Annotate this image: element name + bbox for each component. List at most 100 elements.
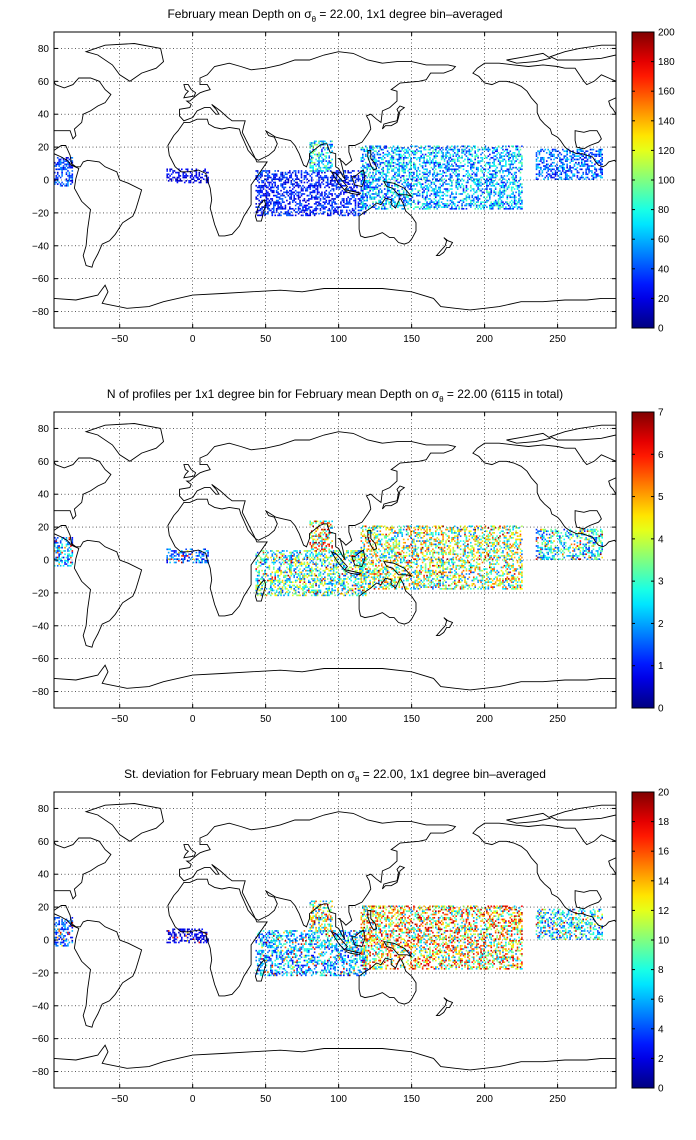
data-cell [54, 161, 56, 164]
data-cell [259, 171, 262, 174]
data-cell [386, 199, 389, 202]
plot-area [54, 412, 616, 708]
data-cell [379, 161, 382, 164]
data-cell [296, 561, 298, 564]
data-cell [271, 184, 274, 187]
data-cell [67, 541, 69, 544]
data-cell [401, 193, 404, 195]
data-cell [509, 171, 512, 174]
data-cell [500, 176, 503, 179]
data-cell [294, 198, 297, 200]
data-cell [272, 201, 275, 204]
data-cell [491, 206, 494, 208]
data-cell [353, 196, 355, 199]
data-cell [416, 206, 418, 208]
data-cell [261, 569, 263, 572]
data-cell [325, 181, 328, 184]
data-cell [424, 173, 427, 176]
data-cell [341, 211, 344, 213]
data-cell [369, 147, 371, 149]
data-cell [182, 176, 185, 179]
data-cell [332, 571, 335, 574]
data-cell [372, 193, 374, 195]
data-cell [337, 212, 339, 215]
data-cell [194, 175, 196, 177]
data-cell [378, 199, 380, 202]
data-cell [421, 191, 424, 194]
data-cell [383, 156, 386, 159]
data-cell [500, 193, 503, 195]
data-cell [316, 184, 319, 187]
data-cell [506, 180, 509, 182]
data-cell [427, 152, 430, 154]
data-cell [316, 556, 319, 559]
data-cell [414, 188, 417, 190]
data-cell [363, 186, 366, 189]
data-cell [452, 207, 455, 210]
data-cell [189, 558, 192, 560]
data-cell [265, 587, 268, 590]
data-cell [296, 573, 298, 575]
data-cell [179, 180, 182, 182]
data-cell [545, 165, 548, 167]
data-cell [487, 191, 490, 194]
data-cell [302, 589, 304, 592]
data-cell [56, 161, 59, 164]
data-cell [547, 178, 549, 180]
data-cell [275, 196, 278, 199]
data-cell [325, 175, 328, 177]
data-cell [350, 198, 352, 200]
data-cell [335, 563, 338, 565]
data-cell [392, 191, 395, 194]
data-cell [321, 581, 323, 584]
data-cell [489, 153, 491, 156]
data-cell [322, 142, 325, 144]
data-cell [351, 594, 354, 597]
data-cell [318, 160, 320, 162]
data-cell [521, 165, 523, 167]
data-cell [291, 207, 294, 210]
data-cell [509, 166, 512, 169]
data-cell [326, 556, 329, 559]
data-cell [579, 176, 582, 179]
data-cell [359, 571, 361, 574]
data-cell [417, 191, 420, 194]
data-cell [380, 183, 383, 185]
data-cell [493, 155, 495, 157]
data-cell [423, 178, 425, 180]
data-cell [499, 204, 501, 207]
data-cell [362, 188, 364, 190]
data-cell [481, 188, 484, 190]
data-cell [499, 193, 501, 195]
data-cell [519, 161, 522, 164]
data-cell [510, 204, 513, 207]
data-cell [270, 594, 272, 597]
data-cell [284, 586, 287, 588]
data-cell [519, 191, 522, 194]
data-cell [297, 170, 300, 172]
data-cell [347, 550, 350, 552]
data-cell [287, 592, 290, 595]
data-cell [443, 178, 446, 180]
data-cell [601, 176, 604, 179]
data-cell [354, 211, 357, 213]
data-cell [294, 564, 297, 567]
data-cell [280, 175, 282, 177]
data-cell [554, 170, 557, 172]
data-cell [429, 145, 431, 148]
data-cell [484, 147, 487, 149]
data-cell [313, 186, 316, 189]
data-cell [436, 152, 439, 154]
data-cell [559, 173, 561, 176]
data-cell [313, 563, 316, 565]
data-cell [594, 171, 596, 174]
data-cell [445, 147, 447, 149]
data-cell [439, 188, 441, 190]
data-cell [433, 148, 436, 151]
data-cell [359, 209, 361, 212]
data-cell [258, 203, 260, 205]
data-cell [499, 203, 501, 205]
data-cell [313, 592, 316, 595]
data-cell [173, 170, 176, 172]
data-cell [461, 199, 463, 202]
